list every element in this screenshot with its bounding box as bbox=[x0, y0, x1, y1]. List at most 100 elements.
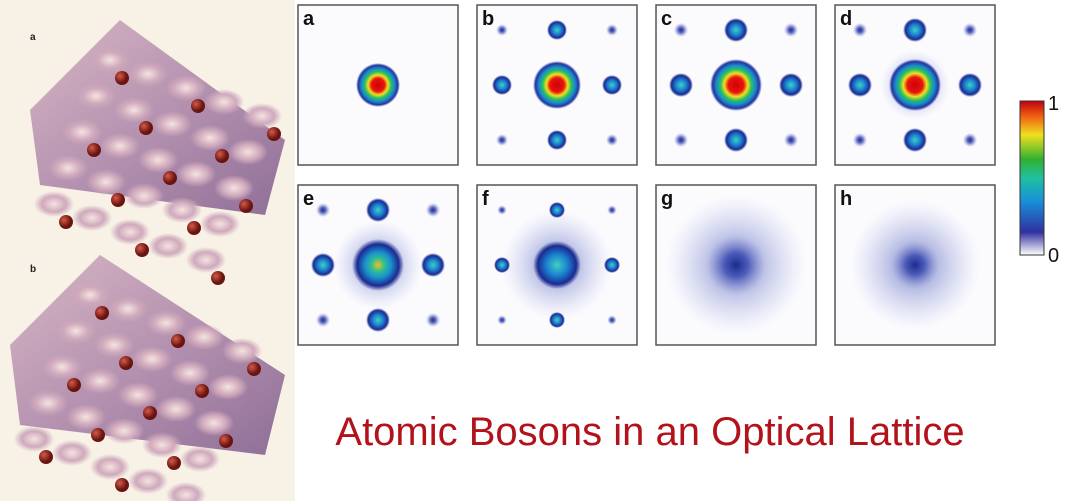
atom bbox=[171, 334, 185, 348]
bump bbox=[34, 191, 74, 217]
bump bbox=[132, 346, 172, 372]
bump bbox=[152, 111, 192, 137]
corner-peak bbox=[497, 315, 507, 325]
atom bbox=[115, 71, 129, 85]
side-peak bbox=[602, 75, 622, 95]
corner-peak bbox=[607, 205, 617, 215]
lattice bbox=[10, 255, 285, 501]
bump bbox=[94, 332, 134, 358]
bump bbox=[42, 354, 82, 380]
corner-peak bbox=[497, 205, 507, 215]
bump bbox=[156, 396, 196, 422]
bump bbox=[190, 125, 230, 151]
bump bbox=[90, 454, 130, 480]
side-peak bbox=[724, 18, 748, 42]
bump bbox=[242, 103, 282, 129]
atom bbox=[247, 362, 261, 376]
side-peak bbox=[669, 73, 693, 97]
bump bbox=[148, 233, 188, 259]
bump bbox=[66, 404, 106, 430]
panel: g bbox=[655, 184, 817, 346]
atom bbox=[239, 199, 253, 213]
bump bbox=[52, 440, 92, 466]
panel-label: b bbox=[482, 8, 494, 30]
side-peak bbox=[421, 253, 445, 277]
atom bbox=[191, 99, 205, 113]
bump bbox=[56, 318, 96, 344]
side-peak bbox=[547, 130, 567, 150]
bump bbox=[14, 426, 54, 452]
bump bbox=[104, 418, 144, 444]
atom bbox=[59, 215, 73, 229]
atom bbox=[87, 143, 101, 157]
bump bbox=[208, 374, 248, 400]
corner-peak bbox=[425, 312, 441, 328]
bump bbox=[128, 468, 168, 494]
panel-label: h bbox=[840, 188, 852, 210]
corner-peak bbox=[496, 24, 508, 36]
side-peak bbox=[779, 73, 803, 97]
corner-peak bbox=[962, 22, 978, 38]
atom bbox=[115, 478, 129, 492]
bump bbox=[146, 310, 186, 336]
bump bbox=[80, 368, 120, 394]
corner-peak bbox=[606, 24, 618, 36]
corner-peak bbox=[673, 22, 689, 38]
bump bbox=[28, 390, 68, 416]
lattice bbox=[30, 20, 285, 285]
bump bbox=[162, 197, 202, 223]
corner-peak bbox=[425, 202, 441, 218]
side-peak bbox=[903, 18, 927, 42]
panel-label: d bbox=[840, 8, 852, 30]
bump bbox=[170, 360, 210, 386]
bump bbox=[204, 89, 244, 115]
bump bbox=[90, 47, 130, 73]
atom bbox=[91, 428, 105, 442]
colorbar-min: 0 bbox=[1048, 245, 1059, 267]
bump bbox=[166, 482, 206, 501]
bump bbox=[228, 139, 268, 165]
corner-peak bbox=[852, 132, 868, 148]
atom bbox=[187, 221, 201, 235]
left-label: b bbox=[30, 264, 36, 275]
central-peak bbox=[352, 239, 404, 291]
atom bbox=[67, 378, 81, 392]
corner-peak bbox=[315, 312, 331, 328]
bump bbox=[114, 97, 154, 123]
panel: e bbox=[297, 184, 459, 346]
atom bbox=[211, 271, 225, 285]
atom bbox=[267, 127, 281, 141]
bump bbox=[110, 219, 150, 245]
central-peak bbox=[533, 61, 581, 109]
lattice-surfaces bbox=[10, 20, 285, 501]
panel-label: c bbox=[661, 8, 672, 30]
panel-label: f bbox=[482, 188, 489, 210]
bump bbox=[184, 324, 224, 350]
bump bbox=[70, 282, 110, 308]
central-peak bbox=[706, 235, 766, 295]
central-peak bbox=[710, 59, 762, 111]
side-peak bbox=[311, 253, 335, 277]
central-peak bbox=[889, 59, 941, 111]
bump bbox=[72, 205, 112, 231]
atom bbox=[95, 306, 109, 320]
side-peak bbox=[547, 20, 567, 40]
bump bbox=[100, 133, 140, 159]
title: Atomic Bosons in an Optical Lattice bbox=[335, 410, 964, 454]
bump bbox=[118, 382, 158, 408]
corner-peak bbox=[315, 202, 331, 218]
side-peak bbox=[958, 73, 982, 97]
atom bbox=[215, 149, 229, 163]
bump bbox=[186, 247, 226, 273]
panel: d bbox=[834, 4, 996, 166]
left-label: a bbox=[30, 32, 36, 43]
side-peak bbox=[366, 198, 390, 222]
side-peak bbox=[549, 312, 565, 328]
panel: b bbox=[476, 4, 638, 166]
colorbar bbox=[1019, 100, 1045, 256]
atom bbox=[219, 434, 233, 448]
corner-peak bbox=[496, 134, 508, 146]
atom bbox=[195, 384, 209, 398]
corner-peak bbox=[673, 132, 689, 148]
corner-peak bbox=[852, 22, 868, 38]
